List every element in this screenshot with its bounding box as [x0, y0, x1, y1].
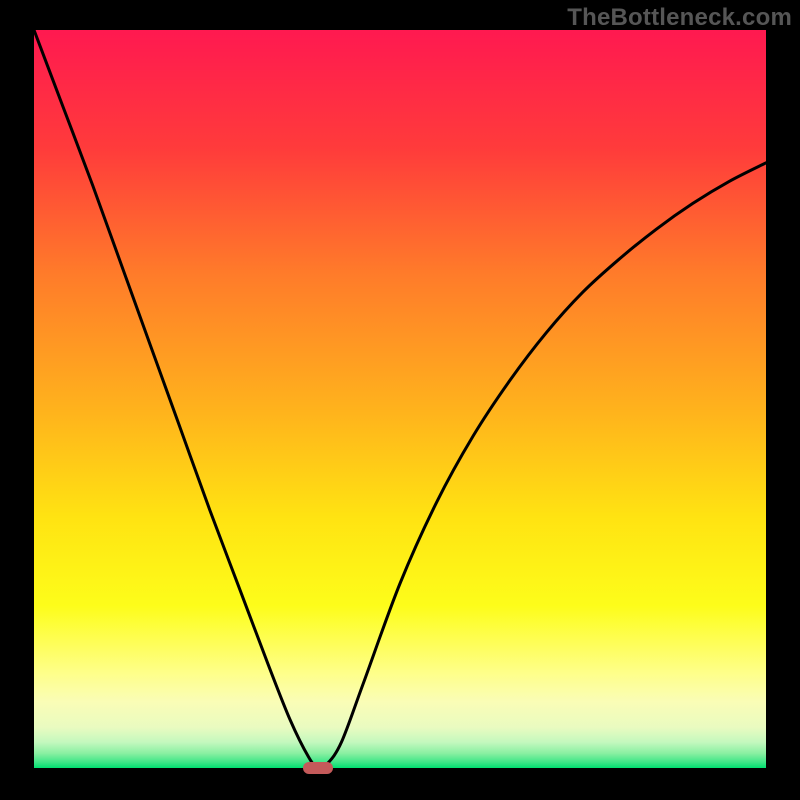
bottleneck-curve [34, 30, 766, 768]
curve-path [34, 30, 766, 768]
watermark-text: TheBottleneck.com [567, 4, 792, 32]
minimum-marker [303, 762, 332, 774]
plot-area [34, 30, 766, 768]
canvas: TheBottleneck.com [0, 0, 800, 800]
